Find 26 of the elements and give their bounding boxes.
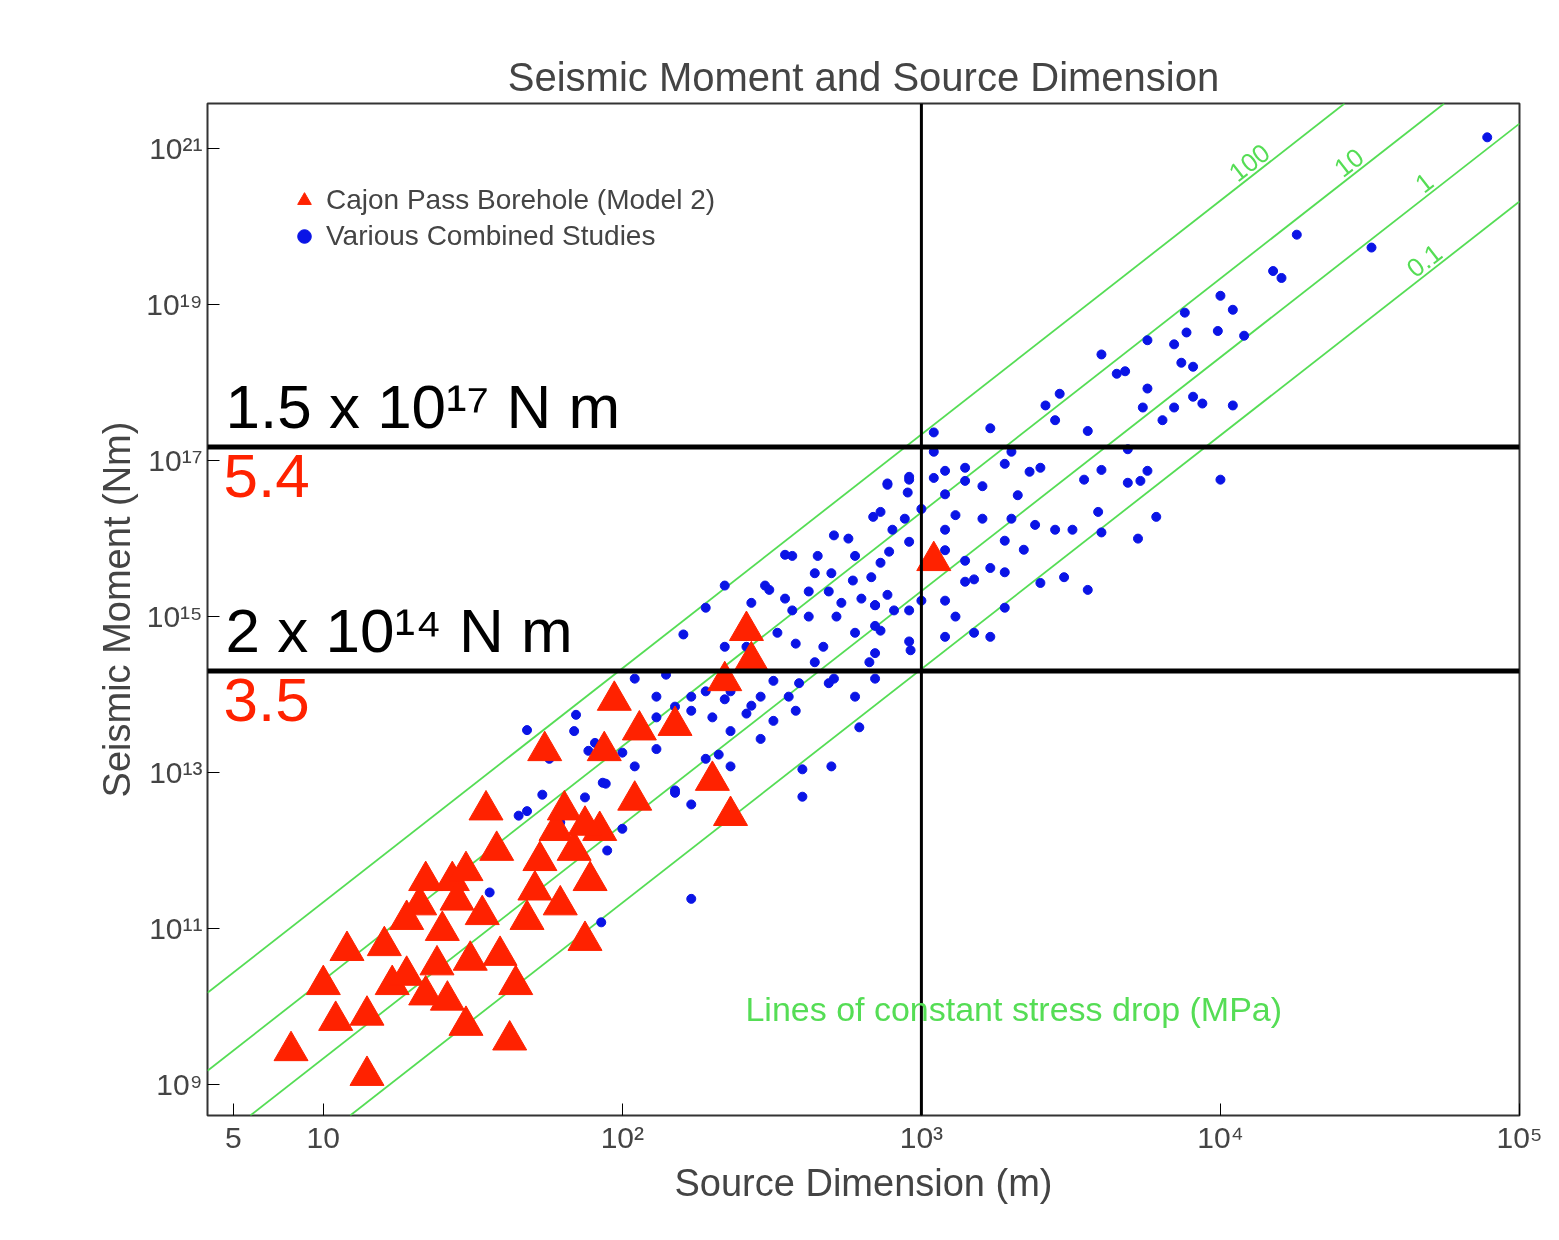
annotation: 3.5: [223, 665, 310, 735]
y-tick-label: 10¹⁵: [146, 600, 203, 634]
y-tick-label: 10¹¹: [149, 912, 203, 946]
y-tick-label: 10⁹: [156, 1067, 203, 1101]
y-tick-label: 10²¹: [149, 132, 203, 166]
y-tick-label: 10¹⁷: [148, 444, 203, 478]
legend-label: Cajon Pass Borehole (Model 2): [326, 184, 716, 216]
x-tick-label: 5: [224, 1120, 242, 1154]
text: 10: [1328, 141, 1370, 184]
x-tick-label: 10³: [899, 1120, 944, 1154]
annotation: 5.4: [223, 440, 310, 510]
x-tick-label: 10: [306, 1120, 340, 1154]
text: 0.1: [1400, 237, 1448, 284]
text: 100: [1222, 137, 1276, 188]
x-tick-label: 10⁵: [1496, 1120, 1543, 1154]
ref-line-label: 2 x 10¹⁴ N m: [225, 596, 573, 666]
legend-label: Various Combined Studies: [326, 220, 656, 252]
x-tick-label: 10²: [600, 1120, 645, 1154]
x-tick-label: 10⁴: [1197, 1120, 1244, 1154]
y-axis-title: Seismic Moment (Nm): [96, 421, 139, 798]
ref-line-label: 1.5 x 10¹⁷ N m: [225, 371, 621, 441]
x-axis-title: Source Dimension (m): [674, 1161, 1053, 1204]
text: 1: [1409, 166, 1440, 199]
y-tick-label: 10¹⁹: [146, 288, 203, 322]
chart-title: Seismic Moment and Source Dimension: [507, 54, 1220, 99]
y-tick-label: 10¹³: [149, 756, 203, 790]
